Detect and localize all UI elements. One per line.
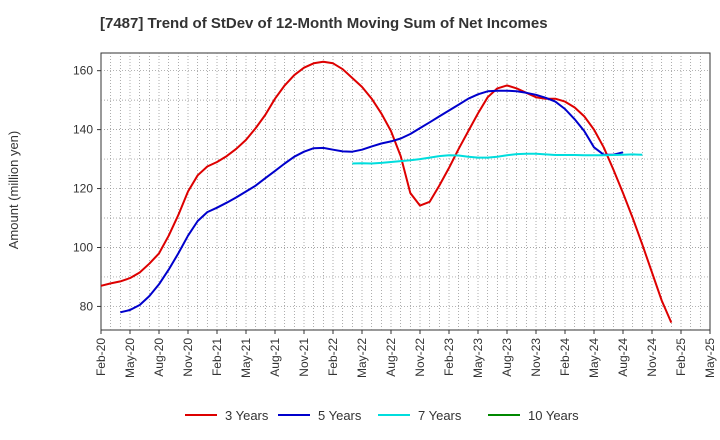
x-tick-label: Feb-20 [94, 338, 108, 376]
x-tick-label: Aug-20 [152, 338, 166, 377]
x-tick-label: Nov-20 [181, 338, 195, 377]
series-line-5-years [120, 89, 624, 314]
y-axis-title: Amount (million yen) [6, 131, 21, 250]
x-tick-label: Nov-23 [529, 338, 543, 377]
x-tick-label: Nov-24 [645, 338, 659, 377]
chart-title: [7487] Trend of StDev of 12-Month Moving… [100, 15, 548, 32]
plot-area [100, 52, 711, 331]
x-tick-label: May-24 [587, 338, 601, 378]
x-tick-label: May-25 [703, 338, 717, 378]
legend-label-10-years: 10 Years [528, 408, 579, 423]
legend-label-7-years: 7 Years [418, 408, 462, 423]
x-tick-label: May-22 [355, 338, 369, 378]
x-tick-label: Feb-21 [210, 338, 224, 376]
x-axis: Feb-20 May-20 Aug-20 Nov-20 Feb-21 May-21 Aug-… [94, 330, 717, 378]
grid [101, 53, 710, 330]
x-tick-label: May-20 [123, 338, 137, 378]
x-tick-label: Feb-25 [674, 338, 688, 376]
x-tick-label: Aug-22 [384, 338, 398, 377]
legend-label-3-years: 3 Years [225, 408, 269, 423]
x-tick-label: May-21 [239, 338, 253, 378]
x-tick-label: Aug-23 [500, 338, 514, 377]
x-tick-label: Aug-24 [616, 338, 630, 377]
series-layer [100, 60, 673, 323]
x-tick-label: Feb-24 [558, 338, 572, 376]
y-tick-label: 120 [73, 182, 93, 196]
x-tick-label: May-23 [471, 338, 485, 378]
y-axis: 80 100 120 140 160 [73, 64, 101, 313]
x-tick-label: Nov-22 [413, 338, 427, 377]
legend-label-5-years: 5 Years [318, 408, 362, 423]
series-line-3-years [100, 60, 673, 323]
y-tick-label: 160 [73, 64, 93, 78]
series-line-7-years [352, 152, 643, 165]
y-tick-label: 100 [73, 240, 93, 254]
plot-frame [100, 52, 711, 331]
y-tick-label: 80 [80, 299, 94, 313]
x-tick-label: Feb-22 [326, 338, 340, 376]
legend: 3 Years 5 Years 7 Years 10 Years [185, 408, 579, 423]
y-tick-label: 140 [73, 123, 93, 137]
x-tick-label: Feb-23 [442, 338, 456, 376]
x-tick-label: Nov-21 [297, 338, 311, 377]
x-tick-label: Aug-21 [268, 338, 282, 377]
